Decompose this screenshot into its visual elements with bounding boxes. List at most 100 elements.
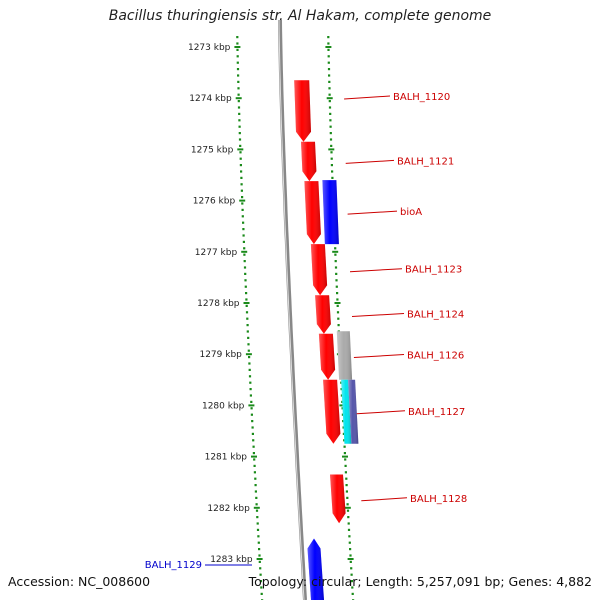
ruler-dot bbox=[253, 458, 256, 461]
gene-arrow-shading bbox=[322, 180, 339, 245]
ruler-tick-label: 1273 kbp bbox=[188, 43, 231, 53]
gene-arrow-shading bbox=[348, 379, 359, 444]
ruler-dot bbox=[242, 228, 245, 231]
ruler-dot bbox=[242, 234, 245, 237]
ruler-dot bbox=[351, 586, 354, 589]
gene-label-leader-line bbox=[353, 354, 405, 358]
gene-arrow-shading bbox=[307, 538, 324, 600]
topology-text: Topology: circular; Length: 5,257,091 bp… bbox=[248, 574, 592, 589]
ruler-dot bbox=[250, 407, 253, 410]
gene-labels: BALH_1120 BALH_1121 bioA BALH_1123 BALH_1124… bbox=[145, 92, 468, 571]
ruler-dot bbox=[256, 522, 259, 525]
gene-label[interactable]: BALH_1121 bbox=[397, 156, 454, 167]
ruler-dot bbox=[327, 68, 331, 71]
ruler-dot bbox=[239, 144, 242, 147]
ruler-dot bbox=[347, 516, 350, 519]
gene-label[interactable]: BALH_1129 bbox=[145, 560, 202, 571]
gene-label-leader-line bbox=[344, 95, 391, 100]
ruler-dot bbox=[242, 240, 245, 243]
ruler-dot bbox=[334, 247, 337, 250]
ruler-dot bbox=[254, 490, 257, 493]
ruler-dot bbox=[245, 292, 248, 295]
ruler-dot bbox=[247, 343, 250, 346]
ruler-dot bbox=[336, 304, 339, 307]
gene-label-leader-line bbox=[361, 497, 408, 502]
ruler-dot bbox=[244, 272, 247, 275]
ruler-dot bbox=[344, 458, 347, 461]
gene-arrow-shading bbox=[304, 181, 321, 245]
ruler-dot bbox=[327, 61, 330, 64]
ruler-tick-label: 1278 kbp bbox=[197, 299, 240, 309]
ruler-dot bbox=[238, 125, 241, 128]
gene-label[interactable]: BALH_1128 bbox=[410, 494, 467, 505]
ruler-tick-label: 1275 kbp bbox=[191, 145, 234, 155]
ruler-dot bbox=[328, 74, 331, 77]
ruler-dot bbox=[252, 452, 255, 455]
ruler-dot bbox=[348, 541, 351, 544]
ruler-tick-label: 1276 kbp bbox=[193, 197, 236, 207]
ruler-tick-label: 1280 kbp bbox=[202, 401, 245, 411]
gene-label[interactable]: BALH_1124 bbox=[407, 310, 464, 321]
ruler-dot bbox=[251, 426, 254, 429]
ruler-dot bbox=[249, 394, 252, 397]
ruler-dot bbox=[249, 388, 252, 391]
ruler-dot bbox=[237, 106, 241, 109]
ruler-dot bbox=[236, 55, 239, 58]
gene-label[interactable]: bioA bbox=[400, 207, 422, 218]
gene-label[interactable]: BALH_1123 bbox=[405, 265, 462, 276]
ruler-dot bbox=[349, 548, 352, 551]
ruler-dot bbox=[347, 528, 351, 531]
gene-label[interactable]: BALH_1127 bbox=[408, 407, 465, 418]
ruler-dot bbox=[258, 554, 261, 557]
ruler-dot bbox=[328, 93, 331, 96]
ruler-dot bbox=[330, 151, 333, 154]
ruler-dot bbox=[238, 119, 241, 122]
ruler-dot bbox=[329, 138, 333, 141]
ruler-dot bbox=[331, 170, 334, 173]
ruler-dot bbox=[246, 317, 249, 320]
ruler-dot bbox=[349, 554, 352, 557]
ruler-dot bbox=[329, 119, 332, 122]
ruler-tick-label: 1281 kbp bbox=[205, 453, 248, 463]
ruler-dot bbox=[240, 170, 243, 173]
gene-label-leader-line bbox=[345, 159, 395, 164]
ruler-dot bbox=[258, 548, 261, 551]
ruler-dot bbox=[240, 183, 243, 186]
ruler-dot bbox=[348, 535, 351, 538]
ruler-dot bbox=[255, 496, 258, 499]
genome-backbone-arc bbox=[278, 19, 307, 600]
ruler-dot bbox=[336, 292, 339, 295]
ruler-dot bbox=[241, 202, 244, 205]
gene-label[interactable]: BALH_1126 bbox=[407, 351, 464, 362]
ruler-dot bbox=[237, 80, 240, 83]
ruler-tick-label: 1282 kbp bbox=[207, 504, 250, 514]
ruler-dot bbox=[243, 260, 246, 263]
ruler-dot bbox=[335, 285, 338, 288]
ruler-dot bbox=[346, 509, 350, 512]
ruler-dot bbox=[328, 87, 331, 90]
accession-text: Accession: NC_008600 bbox=[8, 574, 151, 589]
ruler-dot bbox=[345, 484, 348, 487]
gene-arrow-shading bbox=[318, 333, 336, 380]
ruler-dot bbox=[349, 560, 352, 563]
gene-arrow-shading bbox=[330, 474, 346, 524]
gene-arrow-shading bbox=[323, 379, 341, 444]
ruler-dot bbox=[252, 439, 255, 442]
ruler-dot bbox=[256, 516, 259, 519]
ruler-dot bbox=[248, 368, 251, 371]
ruler-dot bbox=[245, 311, 249, 314]
gene-label[interactable]: BALH_1120 bbox=[393, 92, 450, 103]
ruler-dot bbox=[254, 484, 257, 487]
ruler-dot bbox=[259, 573, 262, 576]
ruler-dot bbox=[337, 317, 340, 320]
map-title: Bacillus thuringiensis str. Al Hakam, co… bbox=[108, 8, 492, 24]
ruler-dot bbox=[335, 272, 338, 275]
ruler-dot bbox=[243, 253, 246, 256]
ruler-dot bbox=[350, 580, 353, 583]
gene-arrow-shading bbox=[294, 80, 311, 142]
ruler-dot bbox=[258, 560, 261, 563]
ruler-inner-dotted-track bbox=[234, 36, 264, 600]
ruler-dot bbox=[242, 221, 245, 224]
ruler-dot bbox=[239, 157, 242, 160]
ruler-dot bbox=[337, 324, 340, 327]
